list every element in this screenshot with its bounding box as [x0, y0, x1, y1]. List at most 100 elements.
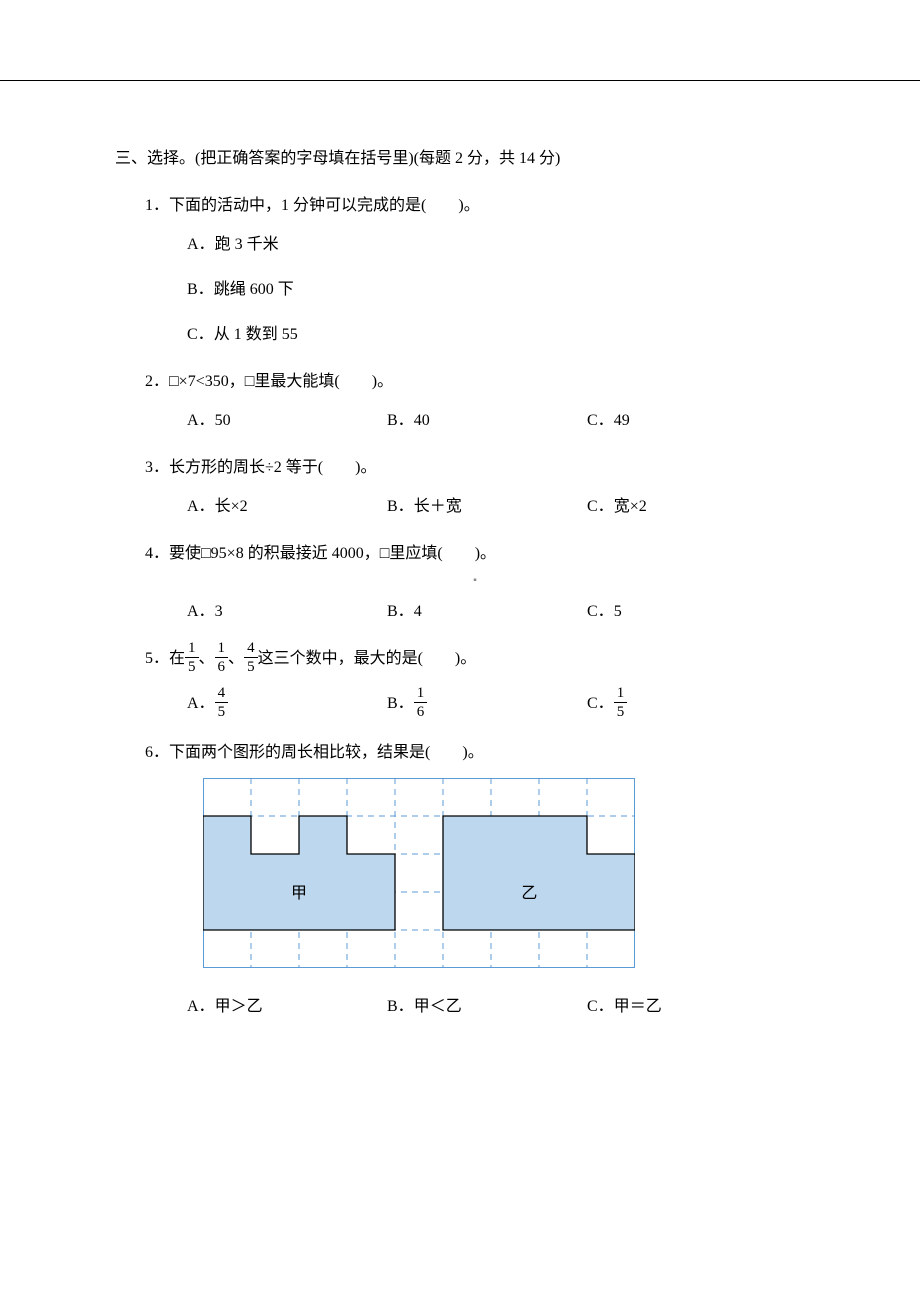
q6-num: 6．	[145, 744, 169, 761]
q3-option-a: A．长×2	[187, 485, 387, 530]
q5-option-c: C．15	[587, 678, 747, 729]
opt-text: 跑 3 千米	[215, 236, 279, 253]
opt-text: 甲＞乙	[215, 998, 263, 1015]
svg-text:甲: 甲	[291, 885, 307, 902]
opt-text: 5	[614, 603, 622, 620]
opt-label: C．	[587, 695, 614, 712]
q5-p1: 、	[199, 650, 215, 667]
opt-frac: 45	[215, 684, 229, 721]
q5-options: A．45 B．16 C．15	[187, 678, 805, 729]
opt-label: B．	[187, 281, 214, 298]
frac-num: 1	[614, 684, 628, 703]
q5-option-b: B．16	[387, 678, 587, 729]
opt-label: C．	[187, 326, 214, 343]
q4-stem: 4．要使□95×8 的积最接近 4000，□里应填( )。	[145, 536, 805, 571]
frac-den: 5	[215, 703, 229, 721]
q3-blank	[323, 450, 355, 485]
q2-option-b: B．40	[387, 399, 587, 444]
q1-stem: 1．下面的活动中，1 分钟可以完成的是( )。	[145, 188, 805, 223]
q1-stem-post: )。	[458, 197, 479, 214]
opt-label: A．	[187, 603, 215, 620]
opt-label: B．	[387, 695, 414, 712]
q2-options: A．50 B．40 C．49	[187, 399, 805, 444]
opt-label: A．	[187, 236, 215, 253]
opt-text: 宽×2	[614, 498, 647, 515]
opt-text: 长＋宽	[414, 498, 462, 515]
q6-diagram-wrap: 甲乙	[203, 778, 805, 973]
opt-text: 4	[414, 603, 422, 620]
frac-num: 4	[215, 684, 229, 703]
frac-den: 5	[614, 703, 628, 721]
q5-p4: )。	[455, 650, 476, 667]
q4-options: A．3 B．4 C．5	[187, 590, 805, 635]
section-title: 三、选择。(把正确答案的字母填在括号里)(每题 2 分，共 14 分)	[115, 141, 805, 176]
opt-label: C．	[587, 412, 614, 429]
q2-option-c: C．49	[587, 399, 747, 444]
opt-label: B．	[387, 998, 414, 1015]
q2-stem: 2．□×7<350，□里最大能填( )。	[145, 364, 805, 399]
opt-label: C．	[587, 498, 614, 515]
question-6: 6．下面两个图形的周长相比较，结果是( )。 甲乙 A．甲＞乙 B．甲＜乙 C．…	[145, 735, 805, 1030]
opt-label: A．	[187, 498, 215, 515]
q5-frac-3: 45	[244, 639, 258, 676]
q5-p0: 在	[169, 650, 185, 667]
opt-text: 40	[414, 412, 430, 429]
frac-den: 5	[244, 658, 258, 676]
question-5: 5．在15、16、45这三个数中，最大的是( )。 A．45 B．16 C．15	[145, 641, 805, 729]
q4-stem-pre: 要使□95×8 的积最接近 4000，□里应填(	[169, 545, 443, 562]
opt-text: 跳绳 600 下	[214, 281, 294, 298]
opt-frac: 16	[414, 684, 428, 721]
frac-num: 4	[244, 639, 258, 658]
q5-stem: 5．在15、16、45这三个数中，最大的是( )。	[145, 641, 805, 678]
q5-num: 5．	[145, 650, 169, 667]
q5-blank	[423, 641, 455, 676]
q3-option-c: C．宽×2	[587, 485, 747, 530]
q4-stem-post: )。	[475, 545, 496, 562]
opt-text: 甲＝乙	[614, 998, 662, 1015]
opt-text: 从 1 数到 55	[214, 326, 298, 343]
frac-den: 6	[215, 658, 229, 676]
q6-options: A．甲＞乙 B．甲＜乙 C．甲＝乙	[187, 985, 805, 1030]
q3-option-b: B．长＋宽	[387, 485, 587, 530]
q5-frac-2: 16	[215, 639, 229, 676]
q1-options: A．跑 3 千米 B．跳绳 600 下 C．从 1 数到 55	[187, 223, 805, 357]
q2-stem-post: )。	[372, 373, 393, 390]
q1-option-c: C．从 1 数到 55	[187, 313, 805, 358]
opt-text: 3	[215, 603, 223, 620]
opt-label: C．	[587, 603, 614, 620]
question-4: 4．要使□95×8 的积最接近 4000，□里应填( )。 ▪ A．3 B．4 …	[145, 536, 805, 635]
q3-stem: 3．长方形的周长÷2 等于( )。	[145, 450, 805, 485]
q3-options: A．长×2 B．长＋宽 C．宽×2	[187, 485, 805, 530]
q1-blank	[426, 188, 458, 223]
q5-frac-1: 15	[185, 639, 199, 676]
q1-option-b: B．跳绳 600 下	[187, 268, 805, 313]
opt-label: A．	[187, 695, 215, 712]
q5-p2: 、	[228, 650, 244, 667]
q4-option-b: B．4	[387, 590, 587, 635]
question-1: 1．下面的活动中，1 分钟可以完成的是( )。 A．跑 3 千米 B．跳绳 60…	[145, 188, 805, 358]
opt-frac: 15	[614, 684, 628, 721]
q4-blank	[443, 536, 475, 571]
q6-option-a: A．甲＞乙	[187, 985, 387, 1030]
q6-stem: 6．下面两个图形的周长相比较，结果是( )。	[145, 735, 805, 770]
q4-option-a: A．3	[187, 590, 387, 635]
q2-num: 2．	[145, 373, 169, 390]
q4-option-c: C．5	[587, 590, 747, 635]
frac-den: 6	[414, 703, 428, 721]
frac-den: 5	[185, 658, 199, 676]
q6-diagram: 甲乙	[203, 778, 635, 968]
opt-label: C．	[587, 998, 614, 1015]
frac-num: 1	[215, 639, 229, 658]
q6-blank	[430, 735, 462, 770]
question-3: 3．长方形的周长÷2 等于( )。 A．长×2 B．长＋宽 C．宽×2	[145, 450, 805, 530]
opt-label: B．	[387, 412, 414, 429]
opt-label: A．	[187, 412, 215, 429]
q3-stem-pre: 长方形的周长÷2 等于(	[169, 459, 323, 476]
q2-option-a: A．50	[187, 399, 387, 444]
q6-stem-pre: 下面两个图形的周长相比较，结果是(	[169, 744, 430, 761]
svg-text:乙: 乙	[521, 885, 537, 902]
q1-option-a: A．跑 3 千米	[187, 223, 805, 268]
q2-blank	[340, 364, 372, 399]
opt-text: 49	[614, 412, 630, 429]
page: 三、选择。(把正确答案的字母填在括号里)(每题 2 分，共 14 分) 1．下面…	[0, 80, 920, 1096]
